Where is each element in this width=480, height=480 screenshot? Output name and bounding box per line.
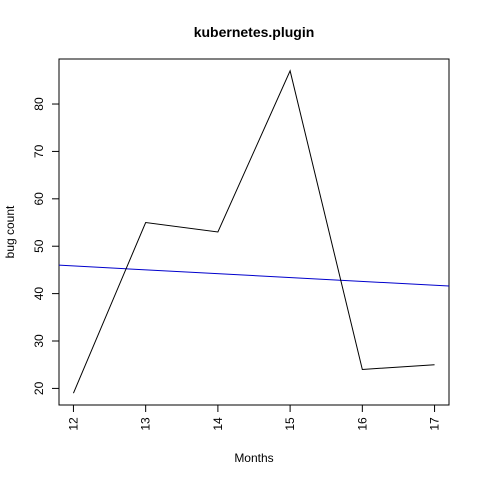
plot-frame <box>58 58 450 406</box>
y-tick-label: 50 <box>32 239 46 253</box>
y-tick-label: 80 <box>32 97 46 111</box>
trend-line <box>58 264 450 287</box>
plot-area <box>58 69 450 394</box>
series-line-bug-count <box>72 69 435 394</box>
y-tick-label: 40 <box>32 287 46 301</box>
y-tick-label: 70 <box>32 144 46 158</box>
x-tick-label: 12 <box>66 417 80 431</box>
x-tick-label: 15 <box>283 417 297 431</box>
y-tick-label: 30 <box>32 334 46 348</box>
y-tick-label: 20 <box>32 381 46 395</box>
y-tick-label: 60 <box>32 192 46 206</box>
chart-title: kubernetes.plugin <box>194 24 315 40</box>
y-axis-title: bug count <box>3 205 17 258</box>
x-tick-label: 14 <box>211 417 225 431</box>
y-axis: 20 30 40 50 60 70 80 <box>32 97 59 395</box>
x-tick-label: 16 <box>355 417 369 431</box>
x-tick-label: 13 <box>139 417 153 431</box>
x-axis-title: Months <box>234 451 273 465</box>
x-tick-label: 17 <box>428 417 442 431</box>
x-axis: 12 13 14 15 16 17 <box>66 405 442 431</box>
